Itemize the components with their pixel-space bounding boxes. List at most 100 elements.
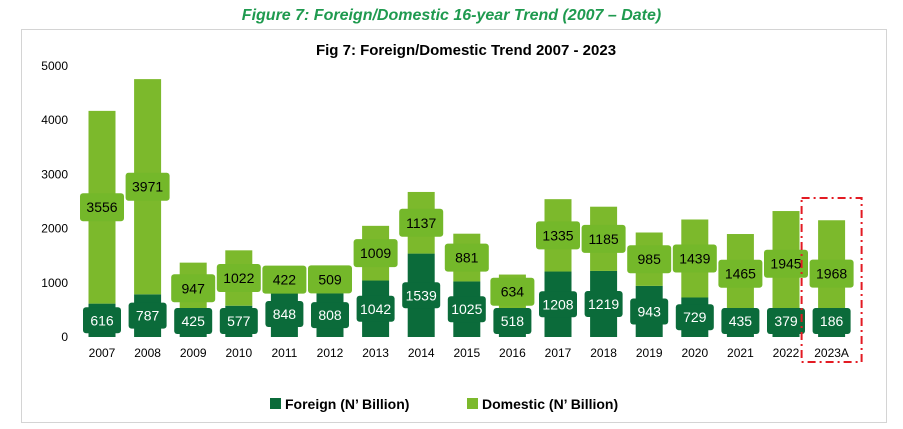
foreign-data-label: 1025 <box>451 301 482 317</box>
domestic-data-label: 1945 <box>770 256 801 272</box>
domestic-label-box <box>809 259 854 288</box>
x-axis: 2007 2008 2009 2010 2011 2012 2013 2014 2015 2016… <box>89 346 849 360</box>
domestic-label-box <box>353 239 398 268</box>
domestic-label-box <box>308 265 352 294</box>
foreign-label-box <box>83 307 121 334</box>
foreign-data-label: 1539 <box>406 287 437 303</box>
figure-caption: Figure 7: Foreign/Domestic 16-year Trend… <box>241 7 662 24</box>
x-tick-label: 2009 <box>180 346 207 360</box>
x-tick-label: 2019 <box>636 346 663 360</box>
x-tick-label: 2020 <box>681 346 708 360</box>
foreign-label-box <box>447 296 486 323</box>
foreign-data-label: 577 <box>227 313 251 329</box>
foreign-data-label: 729 <box>683 309 707 325</box>
domestic-data-label: 1022 <box>223 270 254 286</box>
foreign-data-label: 435 <box>729 313 753 329</box>
legend-domestic-swatch <box>467 398 478 409</box>
domestic-data-label: 634 <box>501 284 525 300</box>
x-tick-label: 2023A <box>814 346 849 360</box>
y-tick-label: 4000 <box>41 113 68 127</box>
domestic-label-box <box>216 264 261 293</box>
x-tick-label: 2007 <box>89 346 116 360</box>
domestic-label-box <box>262 265 307 294</box>
chart-frame <box>21 29 887 423</box>
domestic-data-label: 1185 <box>589 231 619 247</box>
foreign-label-box <box>539 291 577 318</box>
x-tick-label: 2013 <box>362 346 389 360</box>
domestic-data-label: 1439 <box>679 250 710 266</box>
foreign-data-label: 1208 <box>542 296 573 312</box>
y-tick-label: 5000 <box>41 59 68 73</box>
legend-domestic-label: Domestic (N’ Billion) <box>482 396 618 412</box>
x-tick-label: 2010 <box>225 346 252 360</box>
domestic-label-box <box>764 249 808 278</box>
foreign-label-box <box>265 301 304 328</box>
foreign-label-box <box>721 308 760 334</box>
y-axis: 0 1000 2000 3000 4000 5000 <box>41 59 68 344</box>
domestic-data-label: 509 <box>318 271 342 287</box>
domestic-label-box <box>718 259 763 288</box>
x-tick-label: 2011 <box>271 346 297 360</box>
x-tick-label: 2012 <box>317 346 344 360</box>
foreign-data-label: 518 <box>501 313 525 329</box>
x-tick-label: 2008 <box>134 346 161 360</box>
x-tick-label: 2016 <box>499 346 526 360</box>
foreign-label-box <box>402 282 441 309</box>
foreign-label-box <box>493 308 532 334</box>
x-tick-label: 2021 <box>727 346 754 360</box>
domestic-data-label: 1335 <box>542 227 573 243</box>
foreign-data-label: 787 <box>136 308 160 324</box>
foreign-data-label: 379 <box>774 313 798 329</box>
y-tick-label: 0 <box>61 330 68 344</box>
domestic-label-box <box>536 221 580 250</box>
y-tick-label: 3000 <box>41 167 68 181</box>
data-labels: 616 3556 787 3971 425 947 577 1022 848 422 808 509 1… <box>80 172 854 334</box>
x-tick-label: 2017 <box>545 346 572 360</box>
chart-title: Fig 7: Foreign/Domestic Trend 2007 - 202… <box>316 42 616 59</box>
foreign-data-label: 186 <box>820 313 844 329</box>
foreign-label-box <box>311 302 349 329</box>
domestic-label-box <box>672 244 717 273</box>
foreign-label-box <box>584 290 623 317</box>
foreign-label-box <box>812 308 851 334</box>
domestic-label-box <box>80 193 124 222</box>
highlight-box-2023a <box>800 197 863 363</box>
foreign-label-box <box>356 295 395 322</box>
foreign-data-label: 808 <box>318 307 342 323</box>
foreign-label-box <box>767 308 805 334</box>
legend: Foreign (N’ Billion) Domestic (N’ Billion… <box>270 396 618 412</box>
foreign-data-label: 848 <box>273 306 297 322</box>
foreign-label-box <box>219 308 258 334</box>
foreign-label-box <box>128 302 167 329</box>
domestic-data-label: 881 <box>455 250 479 266</box>
domestic-data-label: 947 <box>182 280 206 296</box>
x-tick-label: 2015 <box>453 346 480 360</box>
domestic-data-label: 985 <box>638 251 662 267</box>
foreign-data-label: 1042 <box>360 301 391 317</box>
domestic-label-box <box>490 277 535 306</box>
x-tick-label: 2014 <box>408 346 435 360</box>
domestic-data-label: 1137 <box>406 215 436 231</box>
domestic-label-box <box>399 208 444 237</box>
y-tick-label: 2000 <box>41 222 68 236</box>
foreign-data-label: 943 <box>638 303 662 319</box>
legend-foreign-label: Foreign (N’ Billion) <box>285 396 409 412</box>
x-tick-label: 2022 <box>773 346 800 360</box>
domestic-label-box <box>581 224 626 253</box>
foreign-label-box <box>675 304 714 331</box>
domestic-data-label: 1465 <box>725 266 756 282</box>
domestic-data-label: 422 <box>273 272 297 288</box>
foreign-data-label: 425 <box>182 313 206 329</box>
y-tick-label: 1000 <box>41 276 68 290</box>
domestic-data-label: 3971 <box>132 179 163 195</box>
domestic-data-label: 1009 <box>360 245 391 261</box>
domestic-data-label: 3556 <box>86 199 117 215</box>
domestic-label-box <box>171 274 216 303</box>
x-tick-label: 2018 <box>590 346 617 360</box>
domestic-data-label: 1968 <box>816 266 847 282</box>
foreign-label-box <box>174 308 213 334</box>
domestic-label-box <box>627 245 672 274</box>
foreign-label-box <box>630 298 669 325</box>
foreign-data-label: 616 <box>90 312 114 328</box>
